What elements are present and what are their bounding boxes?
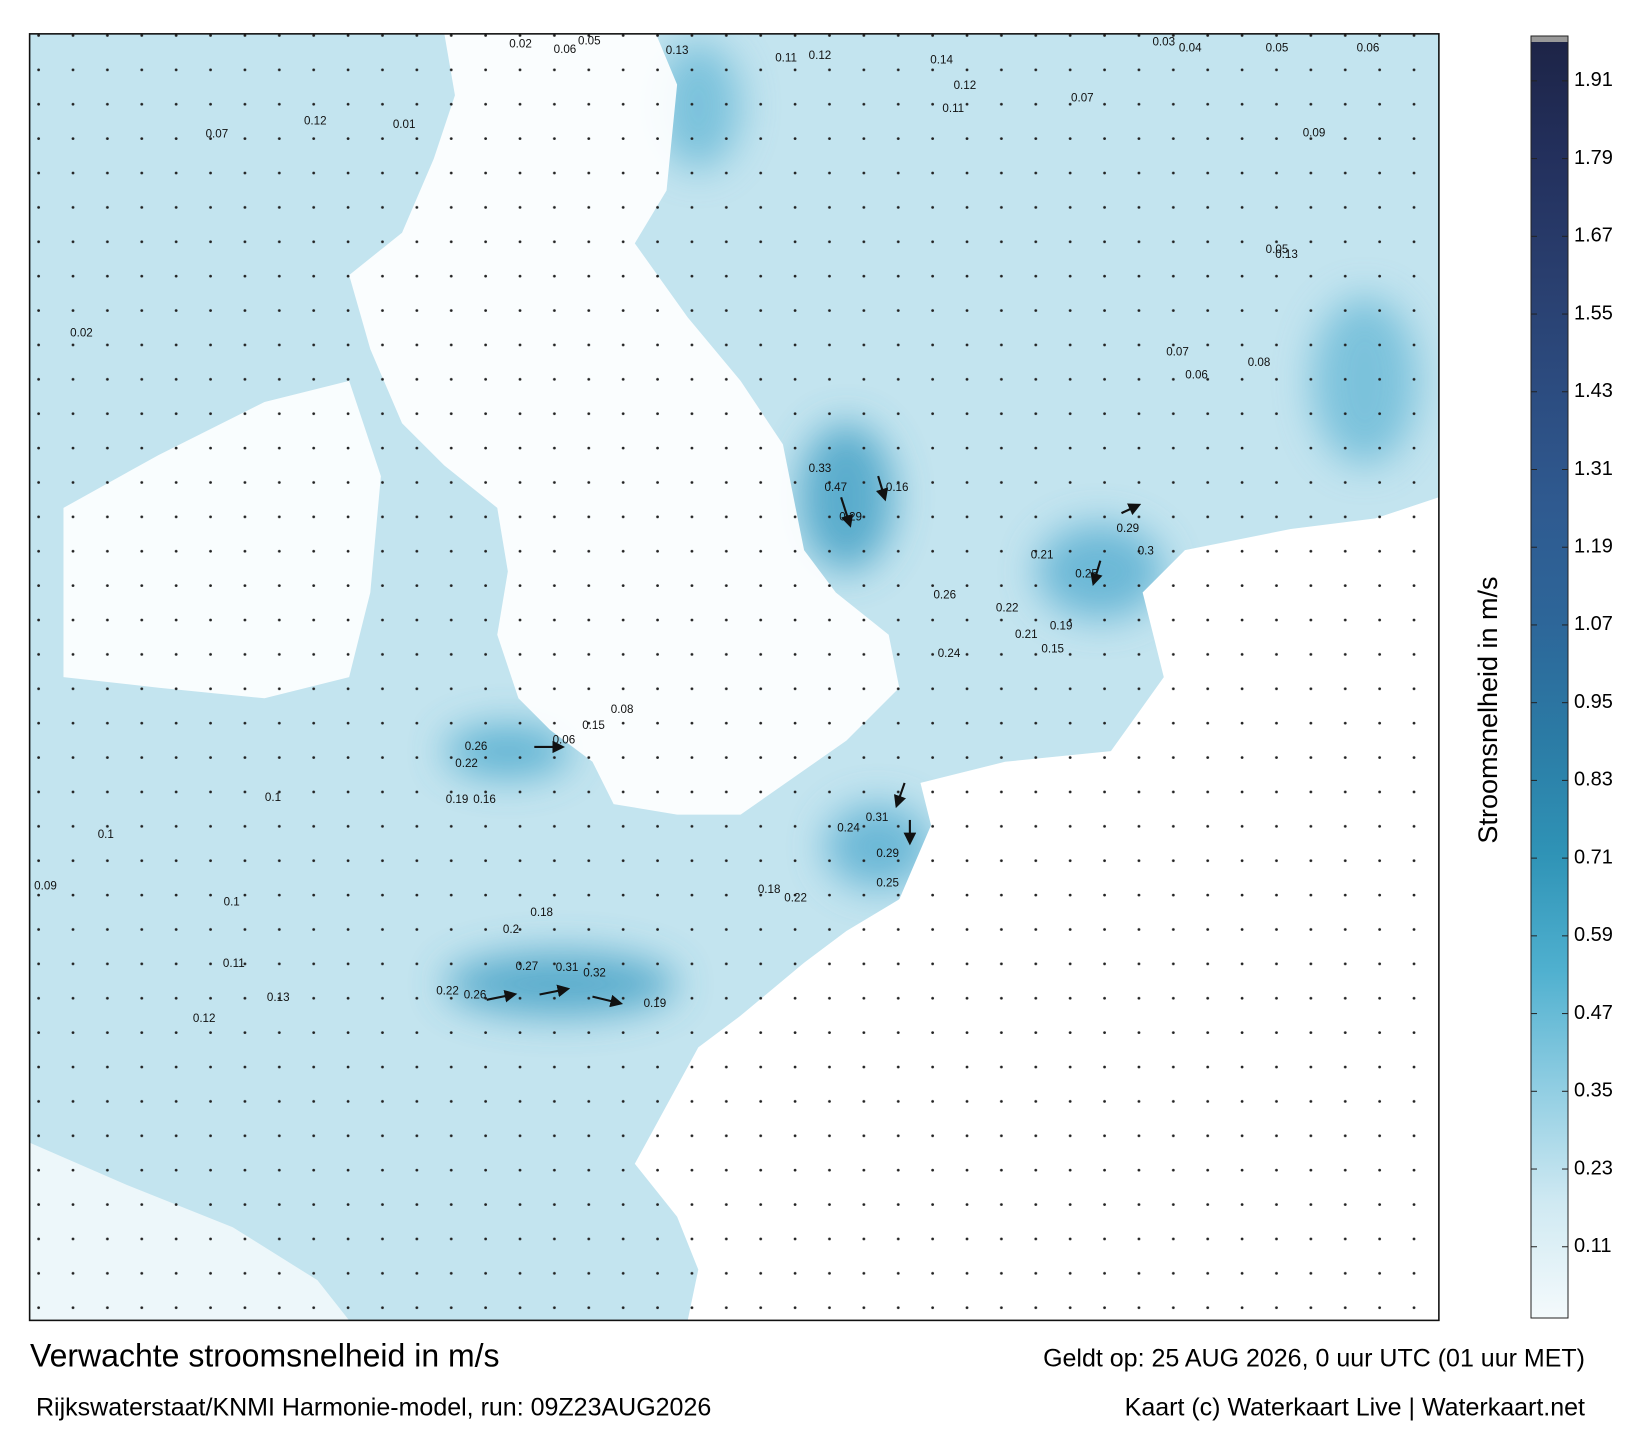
colorbar-tick-label: 1.43 <box>1574 380 1613 402</box>
current-label: 0.05 <box>578 34 601 47</box>
current-label: 0.08 <box>1248 356 1271 369</box>
current-label: 0.22 <box>436 984 459 997</box>
current-label: 0.02 <box>70 326 93 339</box>
credit: Kaart (c) Waterkaart Live | Waterkaart.n… <box>1125 1394 1585 1422</box>
colorbar-tick-label: 0.83 <box>1574 769 1613 791</box>
colorbar-tick-label: 1.31 <box>1574 458 1613 480</box>
map-area: 0.140.120.110.130.02 0.060.05 0.03 0.04 0.05… <box>28 33 1440 1322</box>
current-label: 0.09 <box>34 880 57 893</box>
current-label: 0.04 <box>1179 42 1202 55</box>
current-label: 0.09 <box>1303 126 1326 139</box>
current-label: 0.47 <box>824 481 847 494</box>
colorbar-tick-label: 1.19 <box>1574 535 1613 557</box>
colorbar-label: Stroomsnelheid in m/s <box>1473 576 1503 843</box>
current-label: 0.15 <box>1041 643 1064 656</box>
current-label: 0.31 <box>556 961 579 974</box>
current-label: 0.16 <box>886 481 909 494</box>
current-label: 0.26 <box>465 740 488 753</box>
colorbar-tick-label: 0.47 <box>1574 1002 1613 1024</box>
current-label: 0.25 <box>1075 568 1098 581</box>
current-label: 0.26 <box>464 989 487 1002</box>
current-label: 0.33 <box>809 462 832 475</box>
colorbar-tick-label: 1.07 <box>1574 613 1613 635</box>
current-label: 0.26 <box>933 589 956 602</box>
current-label: 0.16 <box>473 793 496 806</box>
current-label: 0.19 <box>644 997 667 1010</box>
current-label: 0.29 <box>1117 522 1140 535</box>
colorbar-tick-label: 0.35 <box>1574 1080 1613 1102</box>
current-label: 0.12 <box>193 1012 216 1025</box>
map-labels: 0.140.120.110.130.02 0.060.05 0.03 0.04 0.05… <box>34 34 1379 1025</box>
valid-time: Geldt op: 25 AUG 2026, 0 uur UTC (01 uur… <box>1043 1345 1585 1373</box>
current-label: 0.22 <box>784 891 807 904</box>
colorbar-frame <box>1530 35 1569 1319</box>
colorbar-tick-label: 1.67 <box>1574 225 1613 247</box>
colorbar-tick-label: 0.59 <box>1574 924 1613 946</box>
current-label: 0.15 <box>582 719 605 732</box>
map-title: Verwachte stroomsnelheid in m/s <box>30 1337 500 1373</box>
current-label: 0.22 <box>996 601 1019 614</box>
current-label: 0.24 <box>938 647 961 660</box>
current-label: 0.05 <box>1266 243 1289 256</box>
current-label: 0.31 <box>866 811 889 824</box>
current-label: 0.13 <box>267 991 290 1004</box>
current-label: 0.06 <box>1185 369 1208 382</box>
model-run: Rijkswaterstaat/KNMI Harmonie-model, run… <box>36 1394 711 1422</box>
current-label: 0.1 <box>98 828 114 841</box>
current-label: 0.03 <box>1152 35 1175 48</box>
colorbar-tick-label: 1.55 <box>1574 302 1613 324</box>
colorbar-cap <box>1531 36 1568 42</box>
colorbar-tick-label: 1.91 <box>1574 69 1613 91</box>
current-label: 0.29 <box>839 510 862 523</box>
current-label: 0.1 <box>265 791 281 804</box>
current-label: 0.27 <box>516 960 539 973</box>
current-label: 0.29 <box>876 847 899 860</box>
current-label: 0.21 <box>1015 628 1038 641</box>
current-label: 0.11 <box>223 957 245 970</box>
colorbar-fill <box>1531 42 1568 1318</box>
current-label: 0.12 <box>809 49 832 62</box>
current-label: 0.21 <box>1031 549 1054 562</box>
current-label: 0.3 <box>1138 544 1154 557</box>
current-label: 0.13 <box>666 44 689 57</box>
current-label: 0.11 <box>942 102 964 115</box>
current-label: 0.02 <box>509 38 532 51</box>
current-label: 0.18 <box>530 906 553 919</box>
current-label: 0.19 <box>1050 619 1073 632</box>
current-label: 0.2 <box>503 923 519 936</box>
current-label: 0.22 <box>455 757 478 770</box>
current-label: 0.14 <box>930 53 953 66</box>
colorbar-tick-label: 1.79 <box>1574 147 1613 169</box>
current-label: 0.24 <box>837 821 860 834</box>
colorbar: 0.11 0.23 0.35 0.47 0.59 0.71 0.83 0.95 1.07 1.19… <box>1530 35 1613 1319</box>
current-label: 0.06 <box>554 43 577 56</box>
current-label: 0.32 <box>583 966 606 979</box>
current-label: 0.19 <box>446 793 469 806</box>
current-label: 0.07 <box>206 127 229 140</box>
current-label: 0.1 <box>224 896 240 909</box>
current-label: 0.18 <box>758 883 781 896</box>
current-label: 0.08 <box>611 703 634 716</box>
current-label: 0.01 <box>393 118 416 131</box>
current-label: 0.12 <box>304 115 327 128</box>
current-label: 0.11 <box>775 51 797 64</box>
current-label: 0.06 <box>1357 42 1380 55</box>
current-label: 0.13 <box>1275 248 1298 261</box>
colorbar-tick-label: 0.71 <box>1574 846 1613 868</box>
current-label: 0.07 <box>1071 91 1094 104</box>
current-label: 0.06 <box>553 734 576 747</box>
current-label: 0.25 <box>876 877 899 890</box>
current-label: 0.07 <box>1166 345 1189 358</box>
colorbar-tick-label: 0.23 <box>1574 1157 1613 1179</box>
colorbar-tick-label: 0.95 <box>1574 691 1613 713</box>
current-label: 0.12 <box>954 79 977 92</box>
colorbar-tick-label: 0.11 <box>1574 1235 1611 1257</box>
current-label: 0.05 <box>1266 42 1289 55</box>
